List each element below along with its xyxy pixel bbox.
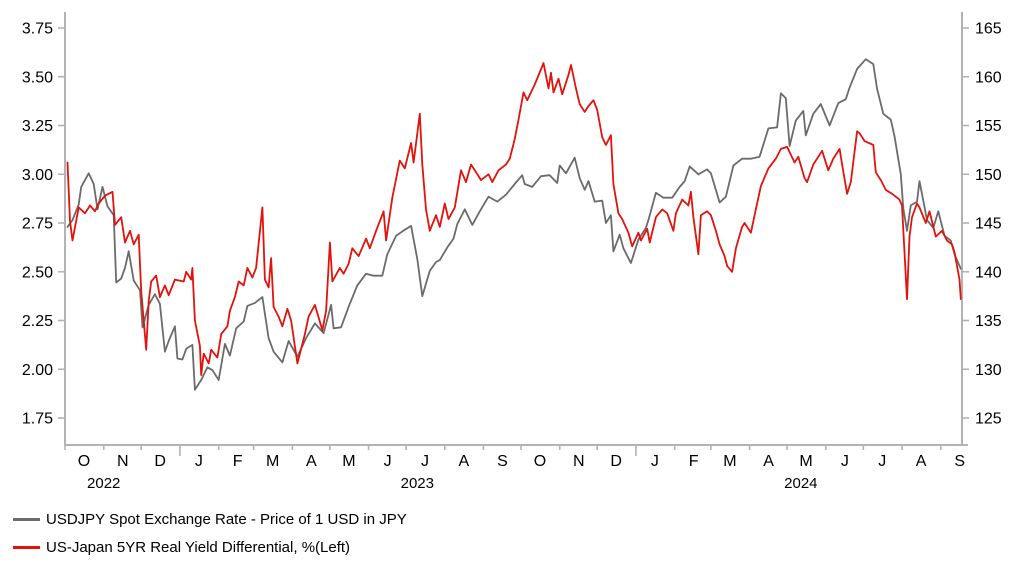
- svg-text:F: F: [233, 453, 243, 470]
- x-axis-year-labels: 2022 2023 2024: [87, 475, 817, 492]
- yield-differential-line-swatch-icon: [13, 546, 40, 549]
- svg-text:1.75: 1.75: [22, 411, 53, 428]
- svg-text:165: 165: [975, 21, 1002, 38]
- svg-text:2.75: 2.75: [22, 216, 53, 233]
- legend-item-usdjpy: USDJPY Spot Exchange Rate - Price of 1 U…: [13, 509, 407, 530]
- svg-text:J: J: [841, 453, 849, 470]
- legend-item-yield-differential: US-Japan 5YR Real Yield Differential, %(…: [13, 537, 407, 558]
- series-line-0: [66, 58, 962, 391]
- svg-text:A: A: [306, 453, 317, 470]
- left-axis-ticks: 1.75 2.00 2.25 2.50 2.75 3.00 3.25 3.50 3.75: [22, 21, 65, 428]
- axes: [64, 12, 968, 446]
- svg-text:O: O: [78, 453, 90, 470]
- svg-text:2024: 2024: [784, 475, 817, 492]
- svg-text:S: S: [954, 453, 965, 470]
- svg-text:150: 150: [975, 167, 1002, 184]
- svg-text:J: J: [421, 453, 429, 470]
- svg-text:160: 160: [975, 69, 1002, 86]
- right-axis-ticks: 125 130 135 140 145 150 155 160 165: [962, 21, 1002, 428]
- svg-text:N: N: [573, 453, 585, 470]
- svg-text:O: O: [534, 453, 546, 470]
- svg-text:M: M: [723, 453, 736, 470]
- svg-text:3.50: 3.50: [22, 69, 53, 86]
- usdjpy-line-swatch-icon: [13, 518, 40, 521]
- svg-text:155: 155: [975, 118, 1002, 135]
- svg-text:A: A: [763, 453, 774, 470]
- svg-text:130: 130: [975, 362, 1002, 379]
- svg-text:M: M: [342, 453, 355, 470]
- legend-label-usdjpy: USDJPY Spot Exchange Rate - Price of 1 U…: [46, 511, 407, 528]
- svg-text:J: J: [878, 453, 886, 470]
- svg-text:D: D: [154, 453, 166, 470]
- svg-text:A: A: [458, 453, 469, 470]
- svg-text:J: J: [651, 453, 659, 470]
- svg-text:S: S: [497, 453, 508, 470]
- svg-text:D: D: [610, 453, 622, 470]
- svg-text:N: N: [117, 453, 129, 470]
- svg-text:125: 125: [975, 411, 1002, 428]
- svg-text:3.25: 3.25: [22, 118, 53, 135]
- svg-text:145: 145: [975, 216, 1002, 233]
- svg-text:M: M: [799, 453, 812, 470]
- svg-text:2.00: 2.00: [22, 362, 53, 379]
- svg-text:2022: 2022: [87, 475, 120, 492]
- svg-text:3.75: 3.75: [22, 21, 53, 38]
- chart-canvas: 1.752.002.252.502.753.003.253.503.751251…: [22, 12, 1002, 492]
- svg-text:140: 140: [975, 264, 1002, 281]
- svg-text:2.50: 2.50: [22, 264, 53, 281]
- svg-text:135: 135: [975, 313, 1002, 330]
- svg-text:J: J: [384, 453, 392, 470]
- svg-text:A: A: [916, 453, 927, 470]
- svg-text:M: M: [266, 453, 279, 470]
- svg-text:J: J: [195, 453, 203, 470]
- chart-legend: USDJPY Spot Exchange Rate - Price of 1 U…: [13, 509, 407, 558]
- svg-text:2.25: 2.25: [22, 313, 53, 330]
- series-line-1: [66, 62, 962, 376]
- svg-text:3.00: 3.00: [22, 167, 53, 184]
- legend-label-yield-differential: US-Japan 5YR Real Yield Differential, %(…: [46, 539, 351, 556]
- svg-text:2023: 2023: [401, 475, 434, 492]
- svg-text:F: F: [689, 453, 699, 470]
